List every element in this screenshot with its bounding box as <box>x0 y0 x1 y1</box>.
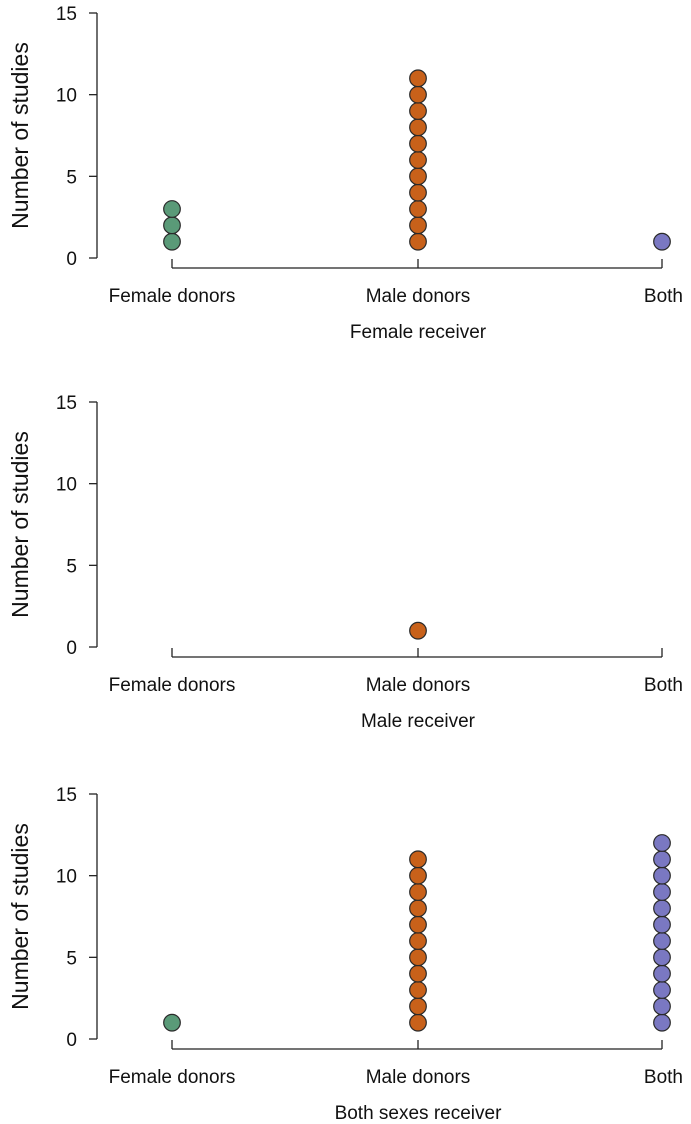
x-tick-label: Male donors <box>366 675 471 696</box>
x-tick-label: Male donors <box>366 1067 471 1088</box>
data-point <box>409 899 427 918</box>
y-tick-label: 0 <box>66 1030 77 1051</box>
data-point <box>653 883 671 901</box>
y-tick-label: 0 <box>66 249 77 270</box>
data-point <box>409 997 427 1016</box>
data-point <box>653 948 671 967</box>
data-point <box>409 167 427 186</box>
y-tick-label: 10 <box>56 475 77 496</box>
data-point <box>163 1013 181 1032</box>
data-point <box>409 883 427 901</box>
panel-both-sexes-receiver: 0 5 10 15 Number of studies Female donors Male… <box>7 785 683 1124</box>
data-point <box>653 932 671 950</box>
data-point <box>409 866 427 885</box>
data-point <box>409 134 427 153</box>
data-point <box>409 964 427 983</box>
x-tick-label: Both <box>644 675 683 696</box>
data-point <box>653 850 671 869</box>
data-point <box>409 69 427 88</box>
x-tick-label: Male donors <box>366 286 471 307</box>
data-point <box>409 183 427 202</box>
x-tick-label: Female donors <box>109 675 236 696</box>
data-point <box>409 850 427 869</box>
data-point <box>163 216 181 235</box>
y-tick-label: 5 <box>66 948 77 969</box>
y-tick-label: 10 <box>56 86 77 107</box>
data-point <box>409 200 427 218</box>
data-point <box>409 981 427 999</box>
data-point <box>409 102 427 120</box>
y-tick-label: 15 <box>56 393 77 414</box>
y-tick-label: 10 <box>56 867 77 888</box>
y-axis-title: Number of studies <box>7 431 33 618</box>
data-point <box>409 621 427 640</box>
data-point <box>653 981 671 999</box>
data-point <box>409 216 427 235</box>
y-tick-label: 0 <box>66 638 77 659</box>
data-point <box>409 948 427 967</box>
panel-female-receiver: 0 5 10 15 Number of studies Female donors Male… <box>7 4 683 343</box>
data-point <box>409 85 427 104</box>
data-point <box>653 964 671 983</box>
data-point <box>163 200 181 218</box>
x-axis-title: Male receiver <box>361 711 476 732</box>
data-point <box>409 1013 427 1032</box>
x-tick-label: Female donors <box>109 286 236 307</box>
data-point <box>653 834 671 852</box>
x-axis-title: Both sexes receiver <box>335 1103 503 1124</box>
data-point <box>653 866 671 885</box>
y-axis-title: Number of studies <box>7 42 33 229</box>
data-point <box>653 915 671 934</box>
y-tick-label: 5 <box>66 167 77 188</box>
data-point <box>409 915 427 934</box>
y-tick-label: 15 <box>56 785 77 806</box>
x-tick-label: Both <box>644 1067 683 1088</box>
x-tick-label: Female donors <box>109 1067 236 1088</box>
y-tick-label: 5 <box>66 556 77 577</box>
data-point <box>653 997 671 1016</box>
data-point <box>409 232 427 251</box>
y-axis-title: Number of studies <box>7 823 33 1010</box>
data-point <box>653 899 671 918</box>
y-tick-label: 15 <box>56 4 77 25</box>
data-point <box>163 232 181 251</box>
data-point <box>653 232 671 251</box>
x-axis-title: Female receiver <box>350 322 487 343</box>
x-tick-label: Both <box>644 286 683 307</box>
data-point <box>409 118 427 137</box>
data-point <box>653 1013 671 1032</box>
data-point <box>409 151 427 169</box>
data-point <box>409 932 427 950</box>
panel-male-receiver: 0 5 10 15 Number of studies Female donors Male… <box>7 393 683 732</box>
